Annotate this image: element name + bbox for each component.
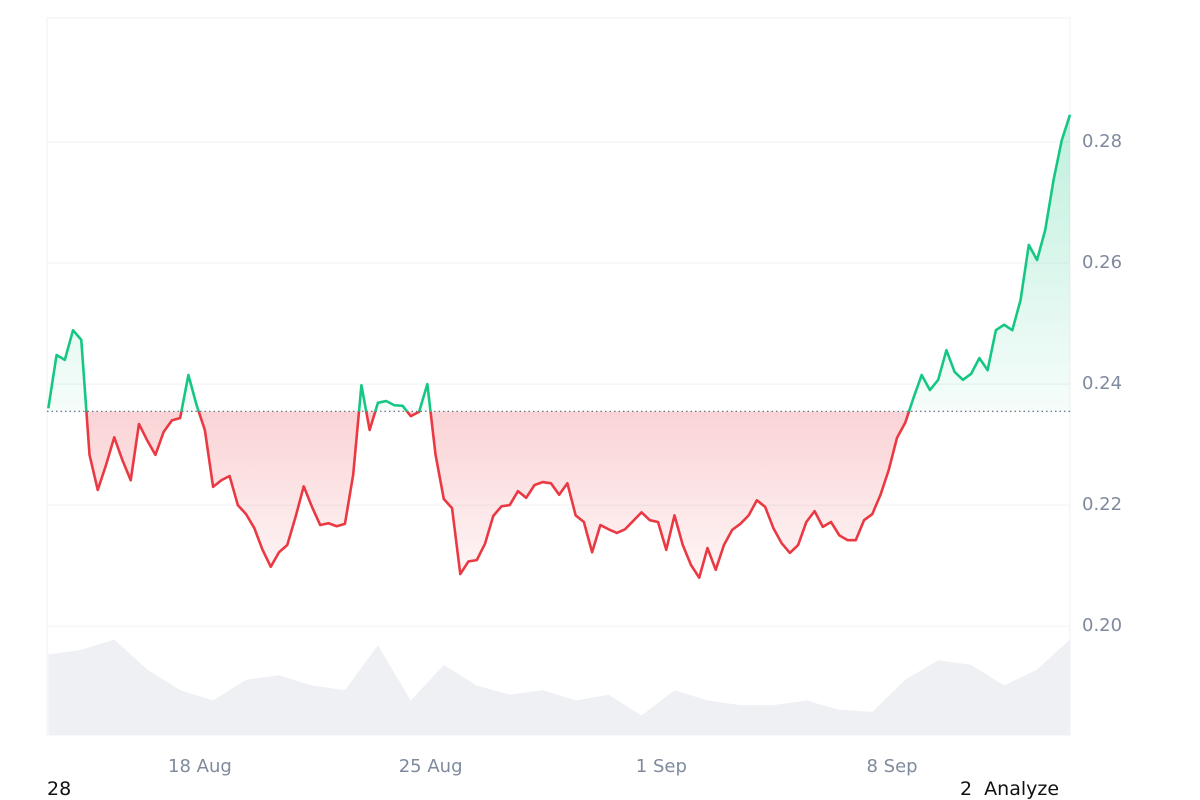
y-tick-label: 0.24 — [1082, 373, 1122, 394]
plot-frame — [46, 17, 1071, 736]
footer-left: 28 — [47, 778, 72, 800]
x-tick-label: 1 Sep — [636, 756, 687, 777]
y-tick-label: 0.26 — [1082, 252, 1122, 273]
y-tick-label: 0.28 — [1082, 131, 1122, 152]
footer-right[interactable]: 2 Analyze — [960, 778, 1060, 800]
volume-area — [48, 639, 1070, 735]
y-tick-label: 0.20 — [1082, 615, 1122, 636]
x-tick-label: 25 Aug — [399, 756, 463, 777]
price-line — [47, 114, 1072, 579]
x-tick-label: 18 Aug — [168, 756, 232, 777]
y-tick-label: 0.22 — [1082, 494, 1122, 515]
x-tick-label: 8 Sep — [866, 756, 917, 777]
area-fill — [48, 114, 1070, 578]
